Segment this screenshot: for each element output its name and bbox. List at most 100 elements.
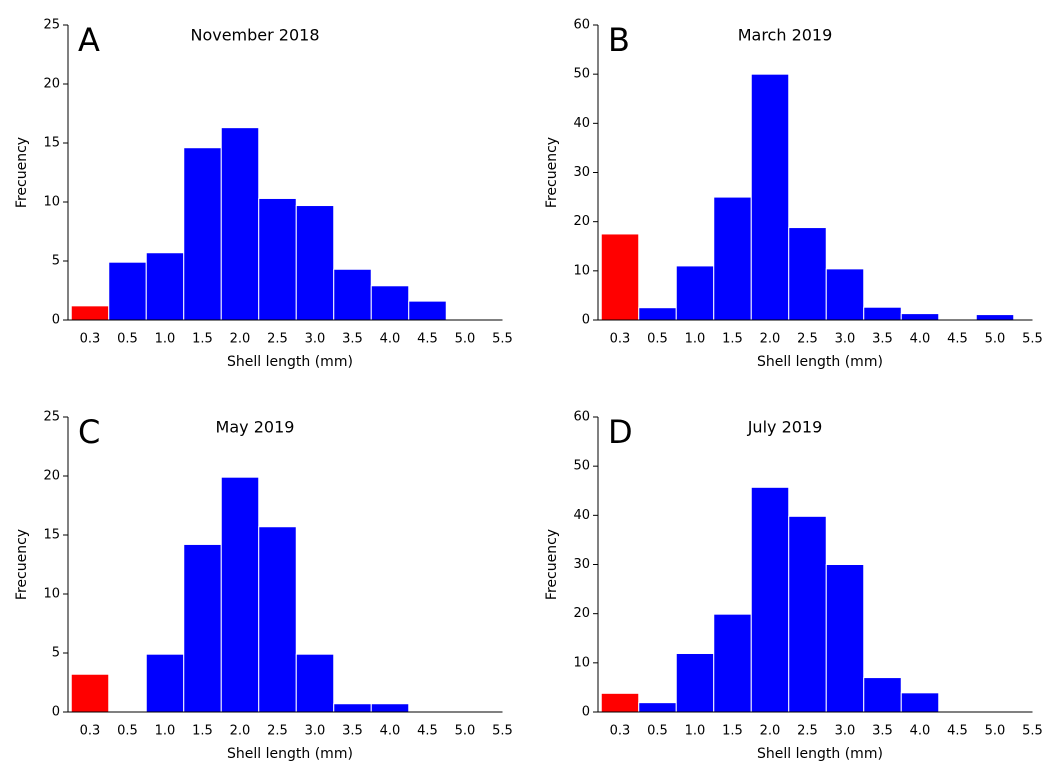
x-tick-label: 2.5 [267,332,288,347]
y-tick-label: 40 [573,116,590,131]
y-tick-label: 30 [573,165,590,180]
y-tick-label: 15 [43,136,60,151]
x-tick-label: 2.5 [797,332,818,347]
x-tick-label: 1.0 [685,332,706,347]
y-tick-label: 60 [573,18,590,33]
x-tick-label: 0.3 [610,724,631,739]
x-tick-label: 4.0 [380,724,401,739]
y-tick-label: 0 [582,313,590,328]
chart-title: July 2019 [747,418,823,437]
y-tick-label: 50 [573,67,590,82]
x-tick-label: 5.5 [1022,332,1043,347]
x-tick-label: 3.0 [835,724,856,739]
chart-title: May 2019 [216,418,295,437]
x-tick-label: 1.5 [192,724,213,739]
bar [713,613,752,713]
bar [333,703,372,713]
x-tick-label: 4.5 [947,332,968,347]
y-tick-label: 5 [52,646,60,661]
x-tick-label: 3.5 [342,724,363,739]
x-tick-label: 2.0 [760,724,781,739]
x-tick-label: 0.5 [117,724,138,739]
bar [900,313,940,321]
y-tick-label: 0 [52,313,60,328]
bar [788,515,827,713]
x-tick-label: 2.0 [230,724,251,739]
x-tick-label: 5.5 [492,332,513,347]
y-tick-label: 10 [43,587,60,602]
chart-panel: A November 2018 Shell length (mm) Frecuency… [14,18,513,371]
x-tick-label: 5.0 [455,332,476,347]
y-tick-label: 10 [573,263,590,278]
y-axis-label: Frecuency [14,137,30,208]
bar [295,653,335,713]
x-tick-label: 1.5 [722,724,743,739]
bar [183,147,222,321]
bar [750,486,790,713]
y-tick-label: 5 [52,254,60,269]
x-tick-label: 2.0 [230,332,251,347]
chart-panel: D July 2019 Shell length (mm) Frecuency 0.3 0… [544,410,1043,763]
y-tick-label: 50 [573,459,590,474]
chart-panel: B March 2019 Shell length (mm) Frecuency 0.3… [544,18,1043,371]
y-tick-label: 20 [43,77,60,92]
bar [370,285,410,321]
chart-title: November 2018 [190,26,319,45]
chart-title: March 2019 [738,26,833,45]
panel-label: D [608,413,633,451]
bar [220,127,260,321]
x-tick-label: 0.5 [647,332,668,347]
x-axis-label: Shell length (mm) [757,746,883,762]
y-tick-label: 15 [43,528,60,543]
x-tick-label: 2.5 [267,724,288,739]
x-tick-label: 4.5 [947,724,968,739]
x-tick-label: 3.0 [305,332,326,347]
bar [220,476,260,713]
x-tick-label: 4.0 [910,724,931,739]
y-tick-label: 10 [573,655,590,670]
panel-label: C [78,413,100,451]
bar [900,692,940,713]
x-tick-label: 0.5 [117,332,138,347]
panel-label: B [608,21,630,59]
x-tick-label: 5.0 [455,724,476,739]
x-tick-label: 3.0 [835,332,856,347]
y-tick-label: 10 [43,195,60,210]
bar [863,306,902,321]
bar [145,653,185,713]
x-axis-label: Shell length (mm) [757,354,883,370]
bar [675,265,715,321]
bar [333,268,372,321]
y-tick-label: 60 [573,410,590,425]
y-tick-label: 20 [573,214,590,229]
bar [638,702,677,713]
bar [825,564,865,713]
x-tick-label: 3.5 [872,332,893,347]
bar [258,526,297,713]
x-tick-label: 4.5 [417,724,438,739]
bar [108,261,147,321]
bar [370,703,410,713]
bar [638,307,677,321]
x-tick-label: 0.3 [80,332,101,347]
panel-label: A [78,21,100,59]
x-tick-label: 0.3 [610,332,631,347]
x-tick-label: 3.0 [305,724,326,739]
bar [788,227,827,321]
y-tick-label: 0 [582,705,590,720]
x-tick-label: 2.5 [797,724,818,739]
bar [975,314,1015,321]
x-tick-label: 0.3 [80,724,101,739]
x-tick-label: 5.0 [985,332,1006,347]
bar [750,73,790,321]
x-tick-label: 4.0 [380,332,401,347]
y-tick-label: 0 [52,705,60,720]
bar [825,268,865,321]
bar [600,692,640,713]
bar [408,300,447,321]
y-tick-label: 40 [573,508,590,523]
x-tick-label: 0.5 [647,724,668,739]
y-tick-label: 20 [43,469,60,484]
